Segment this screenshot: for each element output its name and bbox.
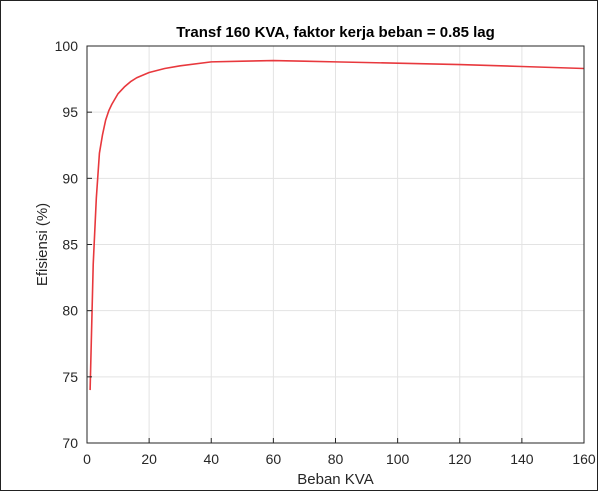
x-tick-label: 160 bbox=[572, 451, 596, 467]
y-tick-label: 85 bbox=[62, 237, 78, 253]
x-tick-label: 60 bbox=[266, 451, 282, 467]
x-tick-label: 0 bbox=[83, 451, 91, 467]
y-tick-label: 90 bbox=[62, 170, 78, 186]
x-tick-label: 80 bbox=[328, 451, 344, 467]
efficiency-curve bbox=[89, 59, 585, 391]
y-tick-label: 100 bbox=[55, 38, 79, 54]
tick-labels: 0 20 40 60 80 100 120 140 160 70 75 80 85 90 95 100 bbox=[55, 38, 596, 467]
x-tick-label: 140 bbox=[510, 451, 534, 467]
y-tick-label: 75 bbox=[62, 369, 78, 385]
x-tick-label: 120 bbox=[448, 451, 472, 467]
series-group bbox=[89, 59, 585, 391]
y-axis-label: Efisiensi (%) bbox=[34, 203, 51, 286]
y-tick-label: 70 bbox=[62, 435, 78, 451]
x-tick-label: 40 bbox=[203, 451, 219, 467]
tick-marks bbox=[86, 45, 585, 444]
y-tick-label: 95 bbox=[62, 104, 78, 120]
x-tick-label: 20 bbox=[141, 451, 157, 467]
x-tick-label: 100 bbox=[386, 451, 410, 467]
chart-title: Transf 160 KVA, faktor kerja beban = 0.8… bbox=[176, 24, 495, 41]
y-tick-label: 80 bbox=[62, 303, 78, 319]
x-axis-label: Beban KVA bbox=[297, 471, 373, 488]
